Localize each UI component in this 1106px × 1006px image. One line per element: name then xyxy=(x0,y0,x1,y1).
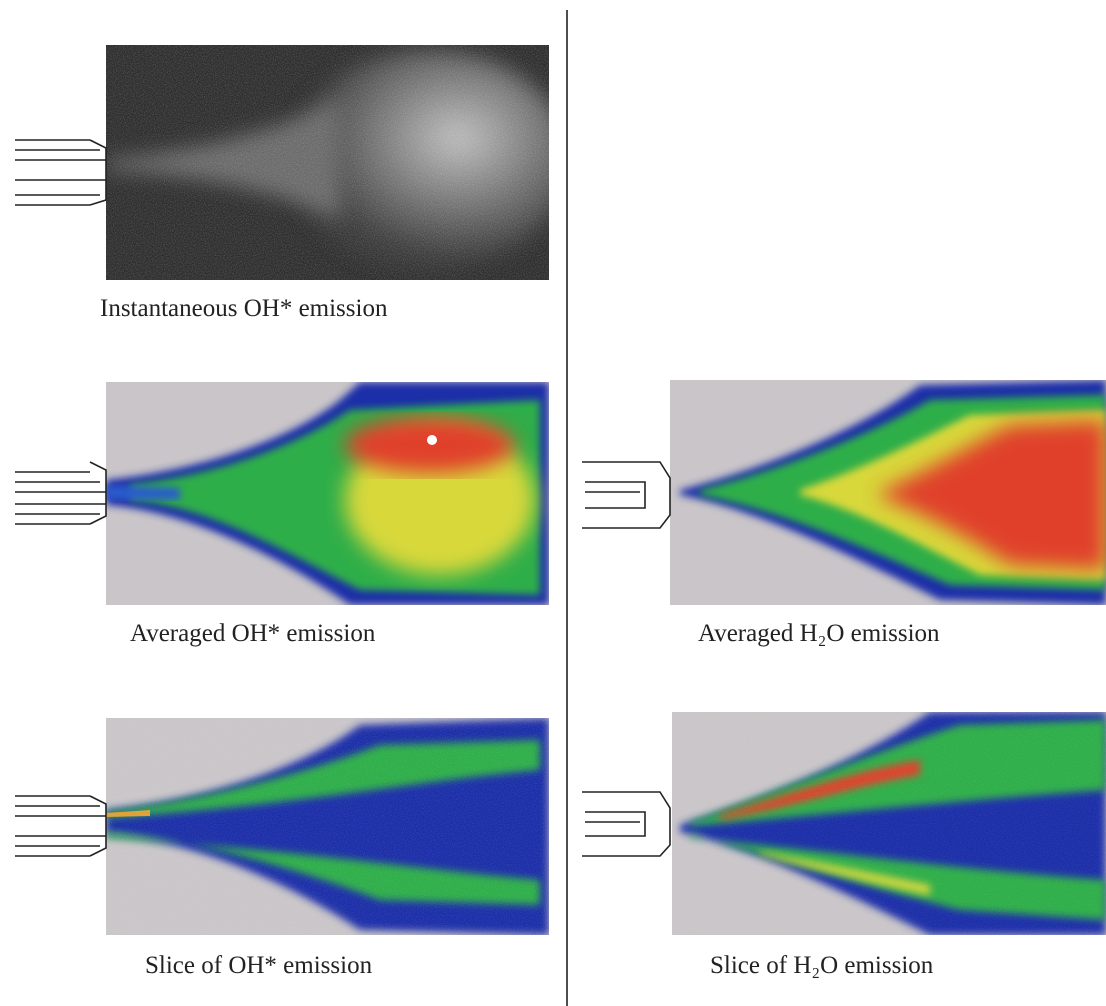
injector xyxy=(15,140,106,205)
injector xyxy=(582,462,670,528)
image-averaged-oh xyxy=(106,382,549,605)
caption: Averaged OH* emission xyxy=(130,620,376,647)
caption: Instantaneous OH* emission xyxy=(100,295,388,322)
image-slice-h2o xyxy=(672,712,1106,935)
image-averaged-h2o xyxy=(670,380,1106,605)
caption: Slice of OH* emission xyxy=(145,952,373,979)
image-slice-oh xyxy=(106,718,549,935)
caption: Averaged H₂O emission xyxy=(698,620,940,647)
figure: Instantaneous OH* emission Averaged OH* … xyxy=(0,0,1106,1006)
injector xyxy=(15,796,106,856)
caption: Slice of H₂O emission xyxy=(710,952,934,979)
injector xyxy=(15,462,106,524)
injector xyxy=(582,792,670,856)
image-instantaneous-oh xyxy=(106,45,570,280)
